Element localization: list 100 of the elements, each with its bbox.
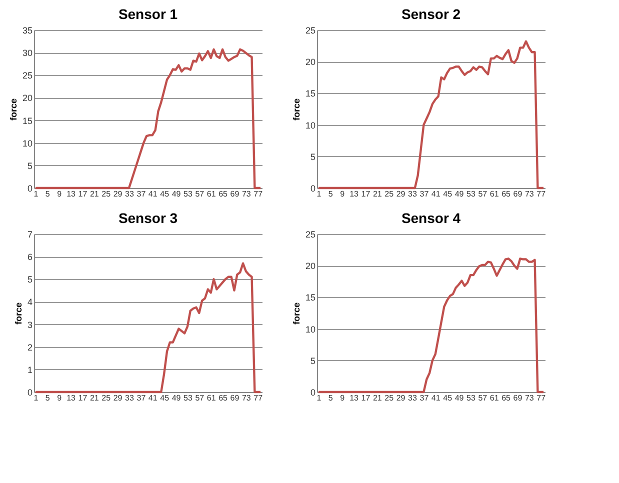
y-tick-label: 2 bbox=[27, 342, 32, 352]
x-tick-label: 57 bbox=[478, 394, 488, 402]
y-tick-label: 10 bbox=[305, 120, 316, 130]
y-tick-label: 20 bbox=[305, 261, 316, 272]
y-tick-label: 15 bbox=[305, 88, 316, 99]
x-tick-label: 5 bbox=[45, 190, 50, 198]
x-tick-label: 57 bbox=[478, 190, 488, 198]
x-tick-label: 53 bbox=[466, 190, 476, 198]
x-tick-label: 33 bbox=[125, 394, 134, 402]
x-tick-label: 65 bbox=[218, 190, 228, 198]
x-tick-label: 25 bbox=[102, 190, 112, 198]
y-tick-label: 25 bbox=[305, 26, 316, 36]
y-tick-label: 1 bbox=[27, 364, 32, 375]
y-tick-label: 10 bbox=[305, 324, 316, 334]
x-tick-label: 9 bbox=[57, 190, 62, 198]
y-tick-label: 15 bbox=[22, 116, 32, 126]
y-tick-label: 0 bbox=[27, 388, 32, 398]
x-tick-label: 69 bbox=[513, 190, 523, 198]
y-tick-label: 30 bbox=[22, 48, 32, 58]
x-tick-label: 49 bbox=[454, 190, 464, 198]
x-tick-label: 41 bbox=[431, 394, 441, 402]
x-tick-label: 49 bbox=[172, 190, 182, 198]
x-tick-label: 77 bbox=[536, 394, 546, 402]
y-tick-label: 0 bbox=[310, 184, 316, 194]
x-tick-label: 21 bbox=[90, 394, 100, 402]
x-tick-label: 29 bbox=[396, 190, 406, 198]
x-tick-label: 61 bbox=[206, 394, 216, 402]
x-tick-label: 17 bbox=[78, 190, 88, 198]
y-tick-label: 4 bbox=[27, 297, 32, 308]
y-tick-label: 5 bbox=[27, 160, 32, 171]
x-tick-label: 9 bbox=[340, 190, 346, 198]
x-tick-label: 21 bbox=[90, 190, 100, 198]
y-tick-label: 5 bbox=[27, 274, 32, 285]
x-tick-label: 73 bbox=[524, 190, 534, 198]
x-tick-label: 25 bbox=[384, 394, 394, 402]
y-tick-label: 25 bbox=[305, 230, 316, 240]
x-tick-label: 61 bbox=[490, 190, 500, 198]
x-tick-label: 45 bbox=[443, 190, 453, 198]
y-axis-title: force bbox=[8, 98, 18, 121]
x-tick-label: 17 bbox=[78, 394, 88, 402]
y-tick-label: 0 bbox=[27, 184, 32, 194]
x-tick-label: 29 bbox=[113, 190, 123, 198]
chart-title: Sensor 4 bbox=[401, 210, 461, 226]
y-axis-title: force bbox=[13, 302, 24, 325]
x-tick-label: 45 bbox=[160, 190, 170, 198]
x-tick-label: 17 bbox=[361, 190, 371, 198]
x-tick-label: 73 bbox=[242, 394, 252, 402]
x-tick-label: 65 bbox=[502, 190, 512, 198]
x-tick-label: 25 bbox=[102, 394, 112, 402]
x-tick-label: 69 bbox=[513, 394, 523, 402]
x-tick-label: 5 bbox=[45, 394, 50, 402]
y-tick-label: 5 bbox=[310, 152, 316, 162]
x-tick-label: 21 bbox=[372, 190, 382, 198]
x-tick-label: 37 bbox=[420, 394, 430, 402]
x-tick-label: 33 bbox=[408, 190, 418, 198]
x-tick-label: 65 bbox=[502, 394, 512, 402]
x-tick-label: 29 bbox=[113, 394, 123, 402]
x-tick-label: 77 bbox=[254, 190, 264, 198]
x-tick-label: 65 bbox=[218, 394, 228, 402]
x-tick-label: 57 bbox=[195, 394, 205, 402]
x-tick-label: 5 bbox=[328, 394, 334, 402]
x-tick-label: 53 bbox=[184, 394, 193, 402]
y-tick-label: 35 bbox=[22, 26, 32, 36]
x-tick-label: 25 bbox=[384, 190, 394, 198]
y-tick-label: 20 bbox=[22, 93, 32, 104]
x-tick-label: 13 bbox=[350, 394, 360, 402]
x-tick-label: 69 bbox=[230, 394, 240, 402]
y-tick-label: 6 bbox=[27, 252, 32, 262]
y-tick-label: 25 bbox=[22, 70, 32, 81]
x-tick-label: 21 bbox=[372, 394, 382, 402]
x-tick-label: 37 bbox=[136, 394, 146, 402]
y-tick-label: 20 bbox=[305, 57, 316, 68]
x-tick-label: 45 bbox=[160, 394, 170, 402]
x-tick-label: 13 bbox=[350, 190, 360, 198]
x-tick-label: 37 bbox=[420, 190, 430, 198]
x-tick-label: 33 bbox=[408, 394, 418, 402]
x-tick-label: 49 bbox=[172, 394, 182, 402]
x-tick-label: 13 bbox=[66, 190, 76, 198]
x-tick-label: 41 bbox=[148, 394, 158, 402]
y-axis-title: force bbox=[291, 98, 302, 121]
x-tick-label: 61 bbox=[206, 190, 216, 198]
x-tick-label: 77 bbox=[536, 190, 546, 198]
y-tick-label: 3 bbox=[27, 320, 32, 330]
x-tick-label: 17 bbox=[361, 394, 371, 402]
x-tick-label: 45 bbox=[443, 394, 453, 402]
x-tick-label: 5 bbox=[328, 190, 334, 198]
x-tick-label: 9 bbox=[57, 394, 62, 402]
chart-title: Sensor 3 bbox=[118, 210, 178, 226]
y-tick-label: 10 bbox=[22, 138, 32, 148]
x-tick-label: 73 bbox=[242, 190, 252, 198]
x-tick-label: 41 bbox=[431, 190, 441, 198]
x-tick-label: 53 bbox=[466, 394, 476, 402]
y-tick-label: 15 bbox=[305, 292, 316, 303]
x-tick-label: 73 bbox=[524, 394, 534, 402]
y-tick-label: 7 bbox=[27, 230, 32, 240]
x-tick-label: 57 bbox=[195, 190, 205, 198]
x-tick-label: 69 bbox=[230, 190, 240, 198]
x-tick-label: 33 bbox=[125, 190, 134, 198]
chart-title: Sensor 1 bbox=[118, 6, 178, 22]
x-tick-label: 1 bbox=[34, 190, 39, 198]
